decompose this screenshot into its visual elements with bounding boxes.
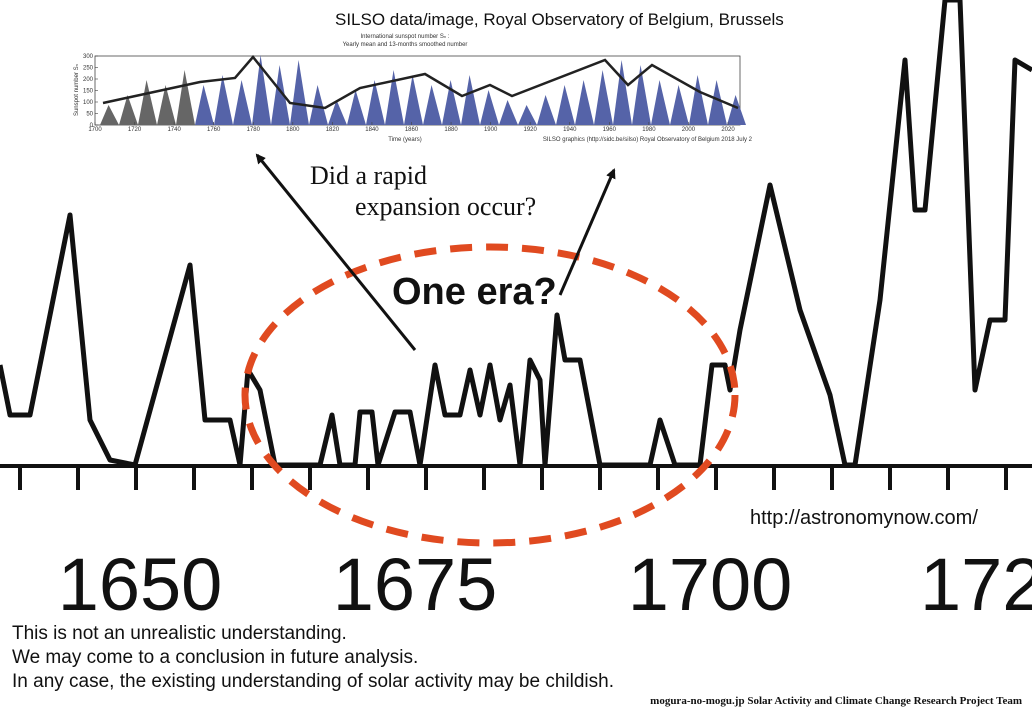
inset-y-tick-label: 150 bbox=[83, 89, 94, 95]
inset-cycle bbox=[632, 65, 651, 125]
inset-cycle bbox=[499, 100, 518, 125]
inset-cycle bbox=[461, 75, 480, 125]
inset-y-label: Sunspot number Sₙ bbox=[74, 63, 80, 116]
inset-title: Yearly mean and 13-months smoothed numbe… bbox=[343, 42, 468, 48]
inset-cycle bbox=[100, 105, 119, 125]
inset-cycle bbox=[442, 80, 461, 125]
inset-cycle bbox=[594, 70, 613, 125]
inset-x-tick-label: 1700 bbox=[88, 127, 102, 133]
inset-chart: International sunspot number Sₙ : Yearly… bbox=[74, 34, 753, 143]
inset-cycle bbox=[157, 85, 176, 125]
inset-x-tick-label: 1760 bbox=[207, 127, 221, 133]
era-ellipse bbox=[241, 243, 739, 547]
inset-x-tick-label: 2020 bbox=[721, 127, 735, 133]
inset-y-tick-label: 250 bbox=[83, 66, 94, 72]
inset-cycle bbox=[404, 75, 423, 125]
inset-cycle bbox=[575, 80, 594, 125]
inset-x-tick-label: 1800 bbox=[286, 127, 300, 133]
era-label: One era? bbox=[392, 271, 557, 313]
inset-trend bbox=[102, 55, 739, 110]
inset-cycle bbox=[328, 100, 347, 125]
inset-cycle bbox=[727, 95, 746, 125]
year-label: 1675 bbox=[333, 543, 498, 626]
footer: mogura-no-mogu.jp Solar Activity and Cli… bbox=[650, 695, 1022, 707]
arrow-left bbox=[255, 153, 417, 351]
source: http://astronomynow.com/ bbox=[750, 507, 978, 529]
inset-y-tick-label: 200 bbox=[83, 77, 94, 83]
inset-cycle bbox=[347, 90, 366, 125]
inset-x-tick-label: 1940 bbox=[563, 127, 577, 133]
inset-cycle bbox=[309, 85, 328, 125]
inset-x-tick-label: 1960 bbox=[603, 127, 617, 133]
question: Did a rapid bbox=[310, 161, 427, 190]
main-chart bbox=[0, 0, 1032, 490]
note: We may come to a conclusion in future an… bbox=[12, 647, 418, 668]
year-label: 1650 bbox=[58, 543, 223, 626]
inset-x-label: Time (years) bbox=[388, 137, 421, 143]
inset-cycle bbox=[138, 80, 157, 125]
inset-x-tick-label: 1780 bbox=[247, 127, 261, 133]
inset-cycle bbox=[480, 90, 499, 125]
inset-cycle bbox=[271, 65, 290, 125]
credit-top: SILSO data/image, Royal Observatory of B… bbox=[335, 10, 784, 29]
inset-cycle bbox=[214, 75, 233, 125]
inset-cycle bbox=[385, 70, 404, 125]
inset-x-tick-label: 1740 bbox=[167, 127, 181, 133]
inset-title: International sunspot number Sₙ : bbox=[360, 34, 449, 40]
tick-marks bbox=[18, 466, 1008, 490]
inset-cycle bbox=[233, 80, 252, 125]
inset-cycle bbox=[651, 80, 670, 125]
inset-cycle bbox=[119, 95, 138, 125]
inset-x-tick-label: 1920 bbox=[524, 127, 538, 133]
inset-x-tick-label: 1980 bbox=[642, 127, 656, 133]
year-label: 1700 bbox=[628, 543, 793, 626]
note: In any case, the existing understanding … bbox=[12, 671, 614, 692]
inset-cycle bbox=[366, 80, 385, 125]
inset-x-tick-label: 1840 bbox=[365, 127, 379, 133]
inset-cycle bbox=[518, 105, 537, 125]
year-label: 172 bbox=[920, 543, 1032, 626]
inset-cycle bbox=[556, 85, 575, 125]
inset-x-tick-label: 2000 bbox=[682, 127, 696, 133]
arrow-right bbox=[558, 168, 616, 296]
inset-y-tick-label: 0 bbox=[90, 123, 94, 129]
inset-cycle bbox=[195, 85, 214, 125]
inset-cycle bbox=[176, 70, 195, 125]
inset-cycle bbox=[290, 60, 309, 125]
inset-y-tick-label: 50 bbox=[86, 112, 93, 118]
inset-cycle bbox=[670, 85, 689, 125]
inset-cycle bbox=[423, 85, 442, 125]
inset-y-tick-label: 300 bbox=[83, 54, 94, 60]
inset-cycles bbox=[100, 55, 746, 125]
inset-x-tick-label: 1820 bbox=[326, 127, 340, 133]
inset-x-tick-label: 1720 bbox=[128, 127, 142, 133]
inset-x-tick-label: 1900 bbox=[484, 127, 498, 133]
inset-x-tick-label: 1860 bbox=[405, 127, 419, 133]
note: This is not an unrealistic understanding… bbox=[12, 623, 347, 644]
inset-cycle bbox=[537, 95, 556, 125]
sunspot-line bbox=[0, 0, 1032, 468]
question: expansion occur? bbox=[355, 192, 536, 221]
inset-x-tick-label: 1880 bbox=[444, 127, 458, 133]
inset-cycle bbox=[708, 80, 727, 125]
inset-footer: SILSO graphics (http://sidc.be/silso) Ro… bbox=[543, 137, 753, 143]
inset-cycle bbox=[689, 75, 708, 125]
inset-cycle bbox=[252, 55, 271, 125]
inset-y-tick-label: 100 bbox=[83, 100, 94, 106]
inset-cycle bbox=[613, 60, 632, 125]
